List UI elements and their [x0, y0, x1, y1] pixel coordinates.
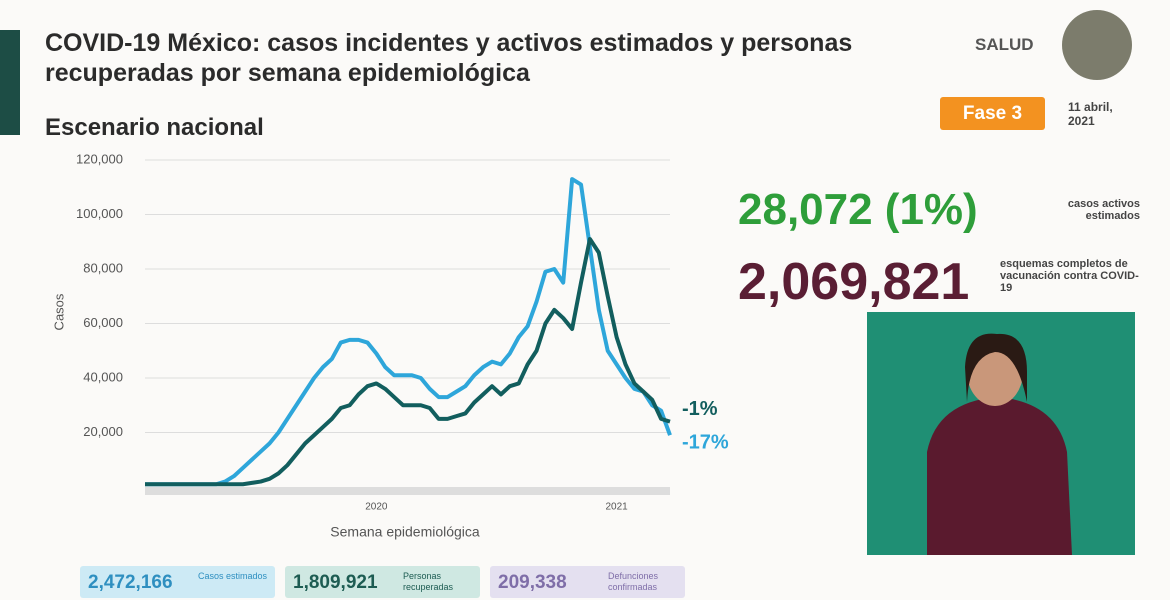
date: 11 abril, 2021 [1068, 100, 1113, 128]
y-tick-label: 80,000 [83, 260, 123, 275]
footer: 2,472,166 Casos estimados 1,809,921 Persona… [80, 566, 700, 598]
active-value: 28,072 (1%) [738, 185, 978, 234]
person-hair [965, 333, 1027, 402]
vaccinated-value: 2,069,821 [738, 253, 970, 311]
title: COVID-19 México: casos incidentes y acti… [45, 29, 853, 87]
footer-value: 1,809,921 [293, 572, 378, 593]
y-tick-label: 40,000 [83, 369, 123, 384]
footer-label: Defunciones confirmadas [608, 571, 659, 592]
series-line [145, 177, 672, 487]
footer-value: 209,338 [498, 572, 567, 593]
emblem [1062, 10, 1132, 80]
x-axis-band [145, 487, 670, 495]
footer-label: Casos estimados [198, 571, 268, 581]
series-line [145, 237, 671, 487]
y-tick-label: 60,000 [83, 315, 123, 330]
accent-bar [0, 30, 20, 135]
footer-label: Personas recuperadas [403, 571, 454, 592]
active-label: casos activos estimados [1067, 198, 1140, 222]
subtitle: Escenario nacional [45, 114, 264, 141]
x-tick-label: 2021 [605, 502, 628, 513]
footer-box: 1,809,921 Personas recuperadas [285, 566, 480, 598]
interpreter-video [867, 312, 1135, 555]
y-tick-label: 20,000 [83, 424, 123, 439]
logo: SALUD [975, 35, 1034, 54]
y-tick-label: 120,000 [76, 151, 123, 166]
person-body [927, 397, 1072, 555]
x-axis-label: Semana epidemiológica [330, 524, 480, 540]
phase-badge: Fase 3 [940, 97, 1045, 130]
y-tick-label: 100,000 [76, 206, 123, 221]
footer-value: 2,472,166 [88, 572, 173, 593]
chart: Casos Semana epidemiológica 20,000 40,000… [51, 151, 729, 540]
x-tick-label: 2020 [365, 502, 388, 513]
vaccinated-label: esquemas completos de vacunación contra … [1000, 258, 1139, 294]
annotation: -17% [682, 432, 729, 454]
footer-box: 2,472,166 Casos estimados [80, 566, 275, 598]
annotation: -1% [682, 398, 718, 420]
footer-box: 209,338 Defunciones confirmadas [490, 566, 685, 598]
y-axis-label: Casos [51, 293, 66, 330]
